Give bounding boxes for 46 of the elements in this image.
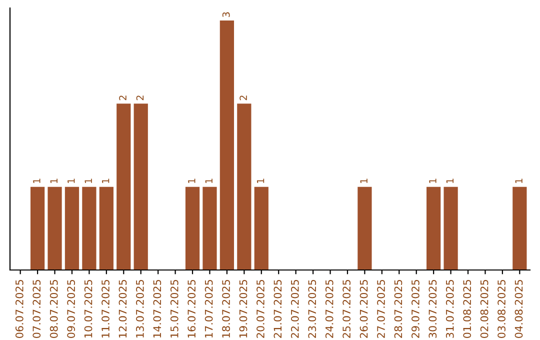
- data-label: 1: [429, 178, 436, 183]
- x-tick-label: 03.08.2025: [498, 280, 506, 338]
- data-label: 1: [102, 178, 110, 183]
- x-tick-label: 12.07.2025: [118, 280, 127, 338]
- x-tick-label: 01.08.2025: [463, 280, 472, 338]
- x-tick-label: 04.08.2025: [514, 280, 523, 338]
- x-tick-label: 24.07.2025: [325, 280, 334, 338]
- data-label: 2: [119, 96, 126, 100]
- x-tick-label: 25.07.2025: [342, 280, 351, 338]
- x-tick-label: 18.07.2025: [222, 280, 230, 338]
- x-tick-label: 16.07.2025: [188, 280, 196, 338]
- data-label: 1: [256, 178, 264, 183]
- data-label: 1: [360, 178, 368, 183]
- data-label: 1: [50, 178, 58, 183]
- x-tick-label: 29.07.2025: [412, 280, 420, 338]
- x-tick-label: 26.07.2025: [360, 280, 368, 338]
- x-tick-label: 28.07.2025: [394, 280, 402, 338]
- data-label: 1: [446, 178, 454, 183]
- data-label: 2: [240, 96, 247, 100]
- x-tick-label: 20.07.2025: [256, 280, 264, 338]
- x-tick-label: 06.07.2025: [15, 280, 24, 338]
- x-tick-label: 14.07.2025: [153, 280, 162, 338]
- x-tick-label: 11.07.2025: [102, 280, 110, 338]
- data-label: 1: [205, 178, 212, 183]
- x-tick-label: 30.07.2025: [428, 280, 437, 338]
- data-label: 3: [222, 12, 230, 17]
- x-tick-label: 13.07.2025: [136, 280, 144, 338]
- data-label: 1: [188, 178, 196, 183]
- x-tick-label: 31.07.2025: [446, 280, 454, 338]
- x-tick-label: 23.07.2025: [308, 280, 316, 338]
- x-tick-label: 02.08.2025: [480, 280, 488, 338]
- data-label: 2: [136, 96, 144, 100]
- x-tick-label: 09.07.2025: [67, 280, 76, 338]
- x-tick-label: 19.07.2025: [239, 280, 248, 338]
- x-tick-label: 15.07.2025: [170, 280, 178, 338]
- x-tick-label: 08.07.2025: [50, 280, 58, 338]
- x-tick-label: 21.07.2025: [274, 280, 282, 338]
- data-label: 1: [33, 178, 40, 183]
- data-label: 1: [68, 178, 75, 183]
- data-label: 1: [515, 178, 522, 183]
- x-tick-label: 27.07.2025: [377, 280, 385, 338]
- x-tick-label: 10.07.2025: [84, 280, 92, 338]
- x-tick-label: 17.07.2025: [204, 280, 213, 338]
- data-label: 1: [84, 178, 92, 183]
- x-tick-label: 22.07.2025: [290, 280, 299, 338]
- x-tick-label: 07.07.2025: [32, 280, 41, 338]
